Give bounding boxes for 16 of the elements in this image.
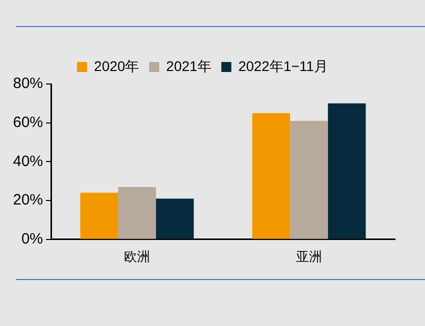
x-tick-label: 亚洲	[296, 248, 322, 264]
y-tick-label: 0%	[21, 230, 44, 248]
bar	[252, 113, 290, 239]
y-tick-label: 20%	[12, 192, 44, 209]
legend-label: 2021年	[166, 58, 212, 74]
bar	[118, 186, 156, 239]
legend-label: 2022年1−11月	[238, 58, 328, 74]
y-tick-label: 60%	[12, 114, 44, 131]
bar	[328, 103, 366, 239]
legend-label: 2020年	[94, 58, 140, 74]
bar	[156, 198, 194, 239]
bar	[290, 120, 328, 239]
bar	[80, 192, 118, 239]
y-tick-label: 80%	[12, 75, 44, 92]
x-tick-label: 欧洲	[124, 248, 150, 264]
y-tick-label: 40%	[12, 152, 44, 170]
